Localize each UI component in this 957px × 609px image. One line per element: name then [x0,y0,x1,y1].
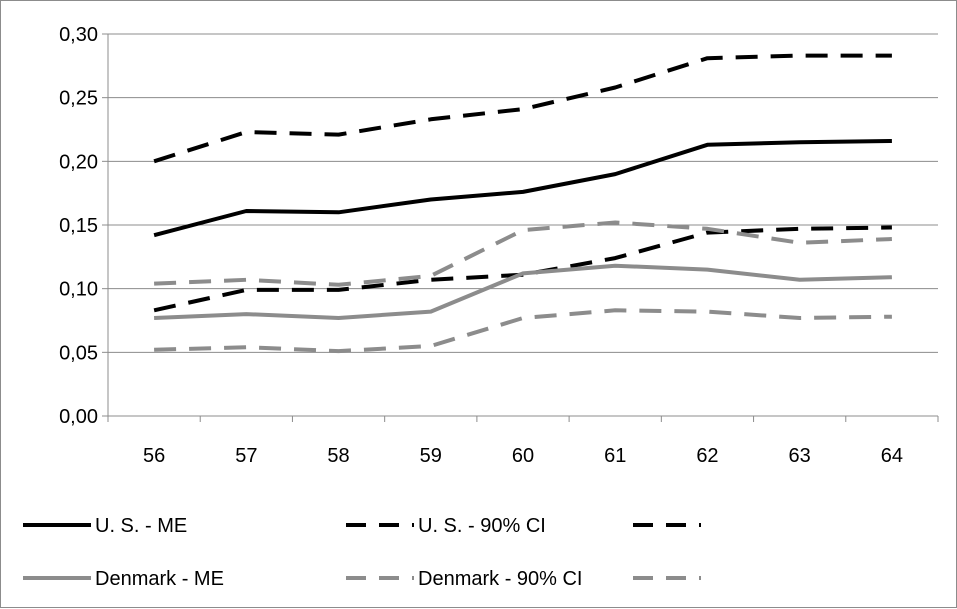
y-tick-label: 0,30 [59,24,98,46]
y-tick-label: 0,20 [59,151,98,173]
x-tick-label: 63 [789,445,811,467]
axes: 0,00 0,05 0,10 0,15 0,20 0,25 0,30 56 57 58 59 60 61… [59,24,939,467]
legend-label: U. S. - 90% CI [418,515,546,537]
legend-label: Denmark - 90% CI [418,568,583,590]
x-tick-label: 60 [512,445,534,467]
gridlines [108,33,938,353]
y-tick-label: 0,00 [59,406,98,428]
series-line-1 [153,139,892,238]
legend-label: U. S. - ME [95,515,187,537]
series-line-6 [154,308,892,354]
x-tick-label: 62 [696,445,718,467]
legend: U. S. - ME U. S. - 90% CI Denmark - ME Denm… [23,515,701,590]
y-tick-label: 0,05 [59,342,98,364]
series-line-2 [153,53,892,164]
series-line-5 [154,220,892,287]
x-tick-label: 59 [420,445,442,467]
x-tick-label: 61 [604,445,626,467]
y-tick-label: 0,10 [59,279,98,301]
series-lines [153,53,892,354]
x-tick-label: 58 [327,445,349,467]
series-line-4 [154,263,892,320]
y-tick-label: 0,15 [59,215,98,237]
x-tick-label: 64 [881,445,903,467]
y-tick-label: 0,25 [59,88,98,110]
legend-label: Denmark - ME [95,568,224,590]
x-tick-label: 56 [143,445,165,467]
x-tick-label: 57 [235,445,257,467]
